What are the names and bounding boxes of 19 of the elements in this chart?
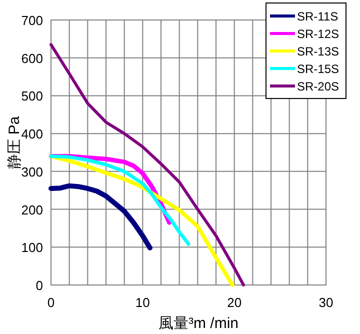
y-tick-label: 0 bbox=[36, 278, 43, 293]
x-tick-label: 20 bbox=[227, 295, 242, 310]
legend-label: SR-12S bbox=[297, 27, 340, 41]
y-tick-label: 400 bbox=[21, 126, 43, 142]
y-axis-title: 静圧 Pa bbox=[6, 116, 23, 169]
x-tick-label: 10 bbox=[135, 295, 150, 310]
y-tick-label: 200 bbox=[21, 202, 43, 218]
legend-label: SR-11S bbox=[297, 10, 338, 24]
y-tick-label: 500 bbox=[21, 88, 43, 104]
y-tick-label: 600 bbox=[21, 50, 43, 66]
y-tick-label: 700 bbox=[21, 13, 43, 28]
x-tick-label: 0 bbox=[47, 295, 55, 310]
y-tick-label: 300 bbox=[21, 164, 43, 180]
y-tick-label: 100 bbox=[21, 240, 43, 256]
x-axis-title: 風量³m /min bbox=[158, 315, 238, 332]
x-tick-label: 30 bbox=[318, 295, 334, 310]
legend-label: SR-13S bbox=[297, 44, 340, 58]
legend-label: SR-20S bbox=[297, 80, 340, 94]
legend-label: SR-15S bbox=[297, 62, 340, 76]
